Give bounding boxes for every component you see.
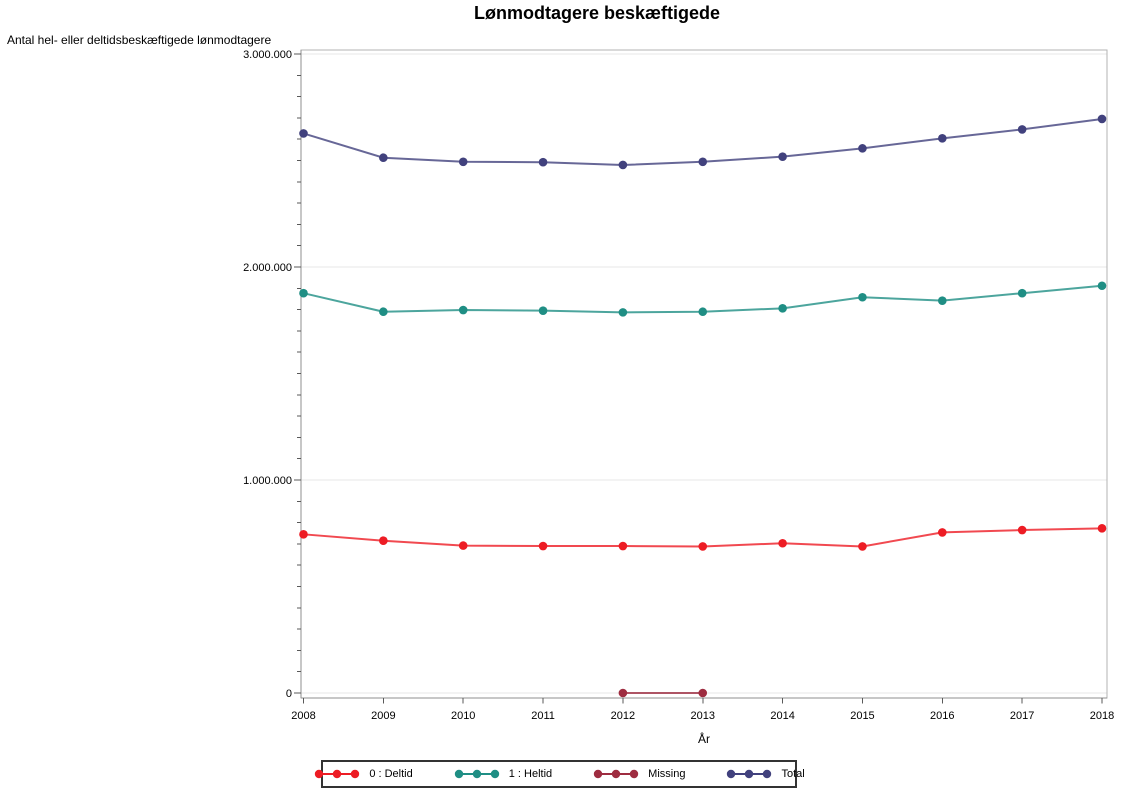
- data-point: [379, 536, 388, 546]
- data-point: [458, 305, 468, 315]
- data-point: [458, 541, 468, 550]
- legend-label: 1 : Heltid: [508, 768, 553, 780]
- legend-item: Total: [725, 768, 805, 780]
- y-tick-label: 0: [286, 688, 292, 700]
- legend-item: 1 : Heltid: [453, 768, 552, 780]
- legend-item: 0 : Deltid: [313, 768, 413, 780]
- x-tick-label: 2016: [930, 710, 954, 722]
- x-axis-label: År: [698, 732, 710, 746]
- legend-marker: [454, 769, 499, 779]
- data-point: [1097, 114, 1107, 124]
- chart-title: Lønmodtagere beskæftigede: [473, 3, 721, 23]
- x-tick-label: 2013: [691, 710, 715, 722]
- plot-frame: [300, 49, 1108, 699]
- x-tick-label: 2012: [611, 710, 635, 722]
- data-point: [698, 542, 708, 551]
- y-tick-label: 1.000.000: [243, 475, 292, 487]
- data-point: [778, 538, 787, 548]
- data-point: [938, 528, 947, 537]
- x-tick-label: 2009: [371, 710, 395, 722]
- data-point: [1097, 524, 1107, 533]
- data-point: [1017, 525, 1027, 535]
- data-point: [618, 541, 628, 551]
- legend-label: Missing: [648, 768, 686, 780]
- legend-marker: [593, 769, 639, 779]
- data-point: [858, 144, 867, 153]
- x-tick-label: 2014: [770, 710, 794, 722]
- data-point: [618, 160, 628, 170]
- data-point: [1017, 125, 1027, 134]
- legend-label: Total: [781, 768, 805, 780]
- legend-item: Missing: [592, 768, 685, 780]
- data-point: [379, 153, 388, 163]
- data-point: [299, 129, 308, 138]
- x-tick-label: 2018: [1090, 710, 1114, 722]
- legend-label: 0 : Deltid: [369, 768, 413, 780]
- data-point: [698, 307, 708, 317]
- y-tick-label: 3.000.000: [243, 49, 292, 61]
- x-tick-label: 2008: [291, 710, 315, 722]
- data-point: [538, 157, 548, 167]
- data-point: [1017, 288, 1027, 298]
- data-point: [858, 292, 867, 302]
- data-point: [938, 296, 947, 305]
- data-point: [698, 688, 708, 698]
- data-point: [538, 541, 548, 551]
- data-point: [458, 157, 468, 167]
- legend-marker: [727, 769, 772, 779]
- data-point: [858, 542, 867, 551]
- data-point: [299, 288, 308, 298]
- x-tick-label: 2010: [451, 710, 475, 722]
- y-axis-label: Antal hel- eller deltidsbeskæftigede løn…: [7, 33, 272, 47]
- x-tick-label: 2017: [1010, 710, 1034, 722]
- data-point: [938, 134, 947, 143]
- data-point: [618, 308, 628, 317]
- x-tick-label: 2011: [531, 710, 555, 722]
- data-point: [1097, 281, 1107, 291]
- legend-box: 0 : Deltid 1 : Heltid Missing Total: [315, 760, 805, 788]
- data-point: [379, 307, 388, 317]
- data-point: [538, 306, 548, 315]
- data-point: [299, 530, 308, 539]
- data-point: [698, 157, 708, 167]
- y-tick-label: 2.000.000: [243, 262, 292, 274]
- data-point: [778, 304, 787, 313]
- data-point: [778, 152, 787, 161]
- legend-marker: [315, 769, 360, 779]
- data-point: [618, 688, 628, 698]
- x-tick-label: 2015: [850, 710, 874, 722]
